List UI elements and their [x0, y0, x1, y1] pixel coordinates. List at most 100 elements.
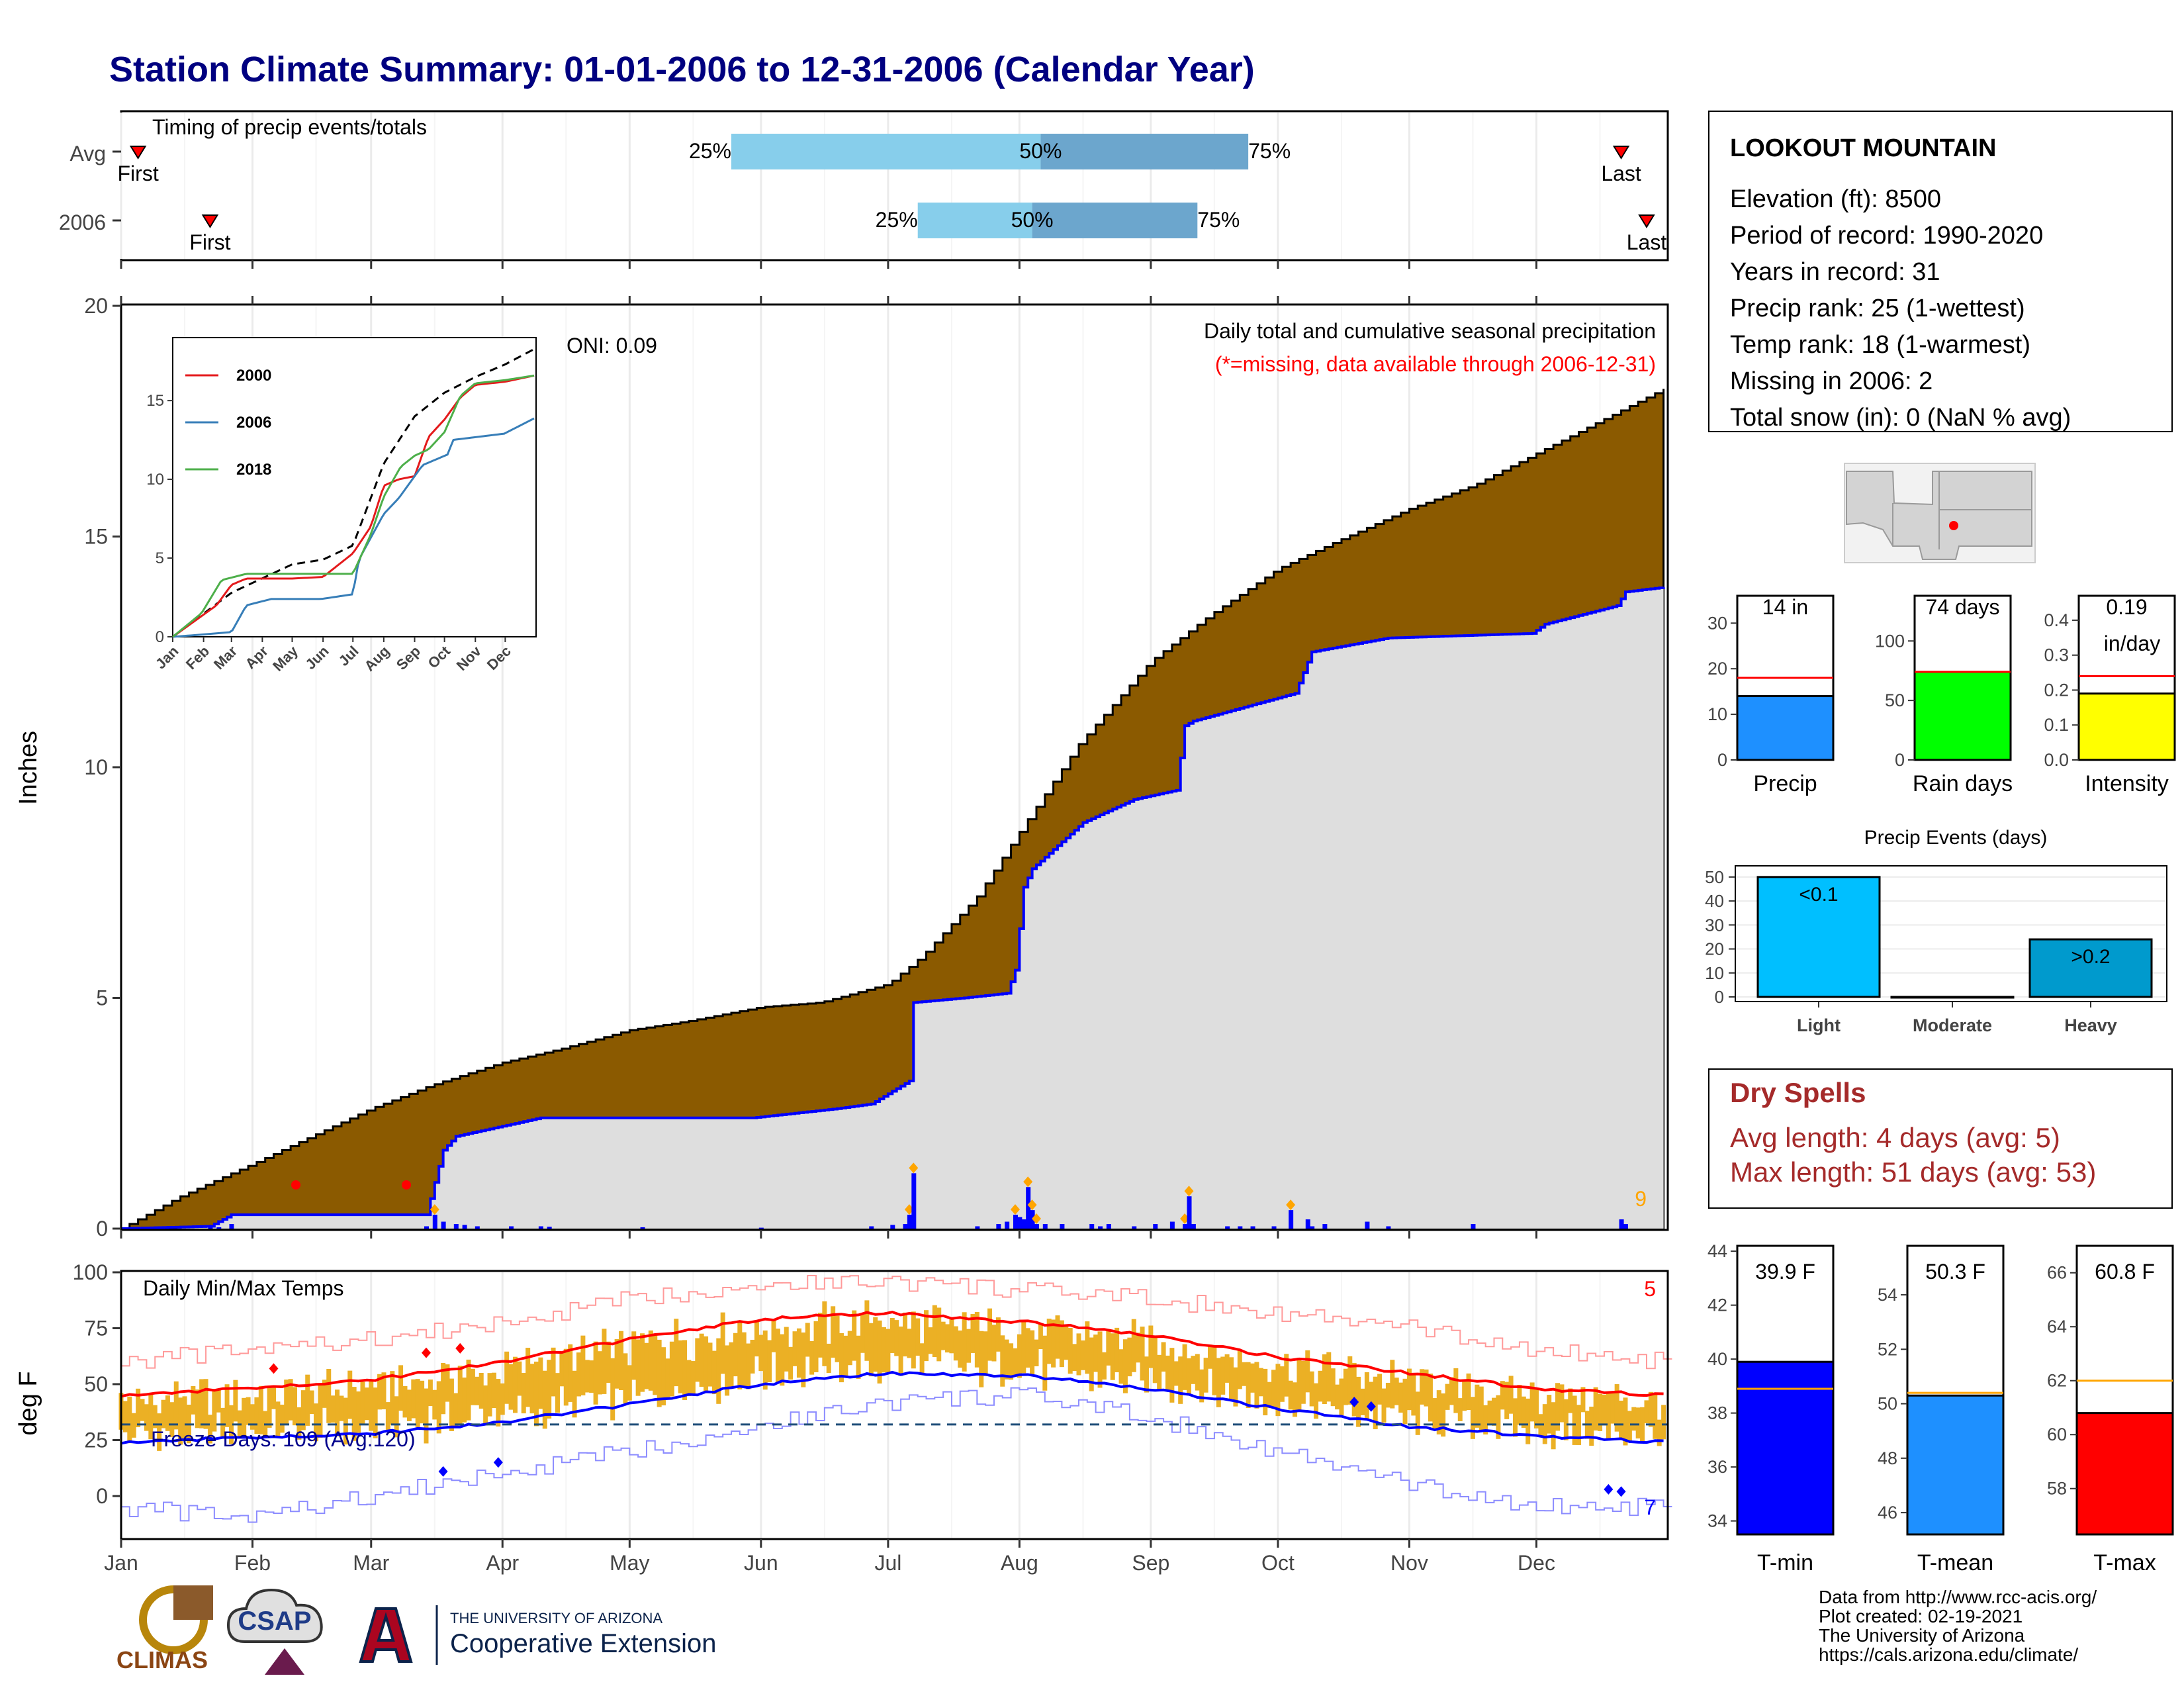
- daily-precip-bar: [1623, 1224, 1628, 1229]
- inset-legend: 2000 2006 2018: [185, 367, 271, 479]
- daily-temp-bar: [784, 1327, 789, 1372]
- daily-temp-bar: [860, 1315, 865, 1353]
- y-tick-label: 0.4: [2044, 610, 2069, 630]
- dry-spells-max: Max length: 51 days (avg: 53): [1730, 1156, 2096, 1188]
- daily-temp-bar: [915, 1318, 921, 1356]
- temp-panel-label: Daily Min/Max Temps: [143, 1276, 343, 1300]
- precip-event-category: Heavy: [2064, 1015, 2117, 1035]
- daily-temp-bar: [275, 1401, 281, 1437]
- month-label: Nov: [1390, 1551, 1428, 1575]
- daily-temp-bar: [750, 1339, 755, 1374]
- inset-legend-label: 2006: [236, 414, 271, 432]
- temp-max-count: 5: [1644, 1277, 1656, 1301]
- daily-temp-bar: [1534, 1387, 1539, 1429]
- precip-y-axis-label: Inches: [15, 731, 42, 805]
- daily-temp-bar: [356, 1391, 361, 1433]
- daily-precip-bar: [1132, 1226, 1137, 1229]
- daily-temp-bar: [936, 1307, 942, 1362]
- inset-y-tick-label: 5: [156, 549, 164, 567]
- timing-panel: Timing of precip events/totals Avg 2006 …: [59, 110, 1669, 269]
- temp-bar-label: T-mean: [1917, 1550, 1993, 1575]
- station-line: Elevation (ft): 8500: [1730, 185, 1941, 213]
- daily-temp-bar: [788, 1346, 794, 1380]
- daily-precip-bar: [1238, 1226, 1243, 1229]
- daily-temp-bar: [169, 1402, 175, 1437]
- record-low-marker: [1604, 1483, 1614, 1495]
- daily-temp-bar: [305, 1374, 310, 1426]
- daily-temp-bar: [1013, 1348, 1018, 1377]
- daily-temp-bar: [817, 1313, 823, 1358]
- daily-precip-bar: [1289, 1210, 1294, 1229]
- daily-temp-bar: [1220, 1356, 1226, 1395]
- month-label: Apr: [486, 1551, 519, 1575]
- daily-temp-bar: [758, 1335, 764, 1372]
- y-tick-label: 20: [1705, 939, 1724, 959]
- daily-temp-bar: [1462, 1381, 1467, 1411]
- station-line: Missing in 2006: 2: [1730, 367, 1933, 395]
- daily-precip-bar: [903, 1224, 908, 1229]
- daily-temp-bar: [868, 1323, 874, 1377]
- stat-bar-value-label: 14 in: [1762, 595, 1808, 619]
- precip-event-category: Light: [1797, 1015, 1841, 1035]
- event-diamond-marker: [909, 1162, 919, 1174]
- daily-temp-bar: [1330, 1368, 1336, 1407]
- daily-temp-bar: [974, 1312, 979, 1368]
- daily-temp-bar: [1000, 1335, 1005, 1387]
- y-tick-label: 40: [1707, 1349, 1727, 1369]
- daily-temp-bar: [894, 1320, 899, 1356]
- credit-line: Plot created: 02-19-2021: [1819, 1606, 2023, 1626]
- y-tick-label: 5: [96, 986, 108, 1010]
- daily-temp-bar: [398, 1365, 404, 1411]
- daily-temp-bar: [424, 1388, 429, 1444]
- month-label: Oct: [1261, 1551, 1295, 1575]
- stat-bar-label: Intensity: [2085, 771, 2169, 796]
- station-line: Years in record: 31: [1730, 258, 1940, 286]
- month-label: Mar: [353, 1551, 389, 1575]
- daily-temp-bar: [1068, 1327, 1073, 1374]
- daily-temp-bar: [182, 1396, 187, 1441]
- daily-temp-bar: [250, 1404, 255, 1430]
- daily-temp-bar: [945, 1324, 950, 1353]
- daily-temp-bar: [949, 1319, 954, 1354]
- daily-temp-bar: [932, 1305, 937, 1358]
- daily-temp-bar: [623, 1353, 628, 1403]
- daily-temp-bar: [983, 1331, 988, 1376]
- daily-temp-bar: [1122, 1339, 1128, 1393]
- daily-temp-bar: [1576, 1405, 1582, 1445]
- daily-temp-bar: [1428, 1374, 1433, 1422]
- stat-bar-label: Precip: [1753, 771, 1817, 796]
- first-event-label: First: [118, 162, 159, 185]
- daily-precip-bar: [1042, 1224, 1048, 1229]
- last-event-label: Last: [1627, 230, 1667, 254]
- daily-temp-bar: [1297, 1357, 1302, 1410]
- csap-logo-mountains: [265, 1648, 304, 1675]
- daily-temp-bar: [1470, 1397, 1475, 1439]
- daily-temp-bar: [970, 1313, 976, 1353]
- daily-temp-bar: [491, 1372, 496, 1409]
- climas-logo-block: [173, 1585, 213, 1620]
- station-line: Period of record: 1990-2020: [1730, 222, 2043, 250]
- timing-q25-label: 25%: [689, 139, 731, 163]
- station-box-frame: [1708, 111, 2173, 432]
- daily-temp-bar: [1309, 1371, 1314, 1407]
- daily-temp-bar: [1411, 1374, 1416, 1416]
- daily-temp-bar: [1508, 1376, 1514, 1414]
- daily-temp-bar: [881, 1327, 886, 1373]
- daily-temp-bar: [1152, 1337, 1158, 1383]
- daily-temp-bar: [309, 1390, 314, 1415]
- daily-temp-bar: [330, 1395, 336, 1423]
- daily-temp-bar: [1322, 1354, 1327, 1405]
- daily-temp-bar: [1127, 1337, 1132, 1377]
- daily-temp-bar: [165, 1395, 170, 1431]
- daily-temp-bar: [1242, 1362, 1247, 1386]
- daily-temp-bar: [704, 1336, 709, 1393]
- daily-temp-bar: [351, 1387, 357, 1441]
- last-event-marker: [1638, 214, 1655, 228]
- daily-temp-bar: [610, 1358, 615, 1421]
- precip-annotation-missing: (*=missing, data available through 2006-…: [1215, 352, 1656, 376]
- daily-temp-bar: [563, 1348, 569, 1406]
- stat-bar-label: Rain days: [1913, 771, 2013, 796]
- daily-temp-bar: [1051, 1319, 1056, 1368]
- daily-temp-bar: [542, 1370, 547, 1429]
- daily-temp-bar: [1635, 1407, 1641, 1439]
